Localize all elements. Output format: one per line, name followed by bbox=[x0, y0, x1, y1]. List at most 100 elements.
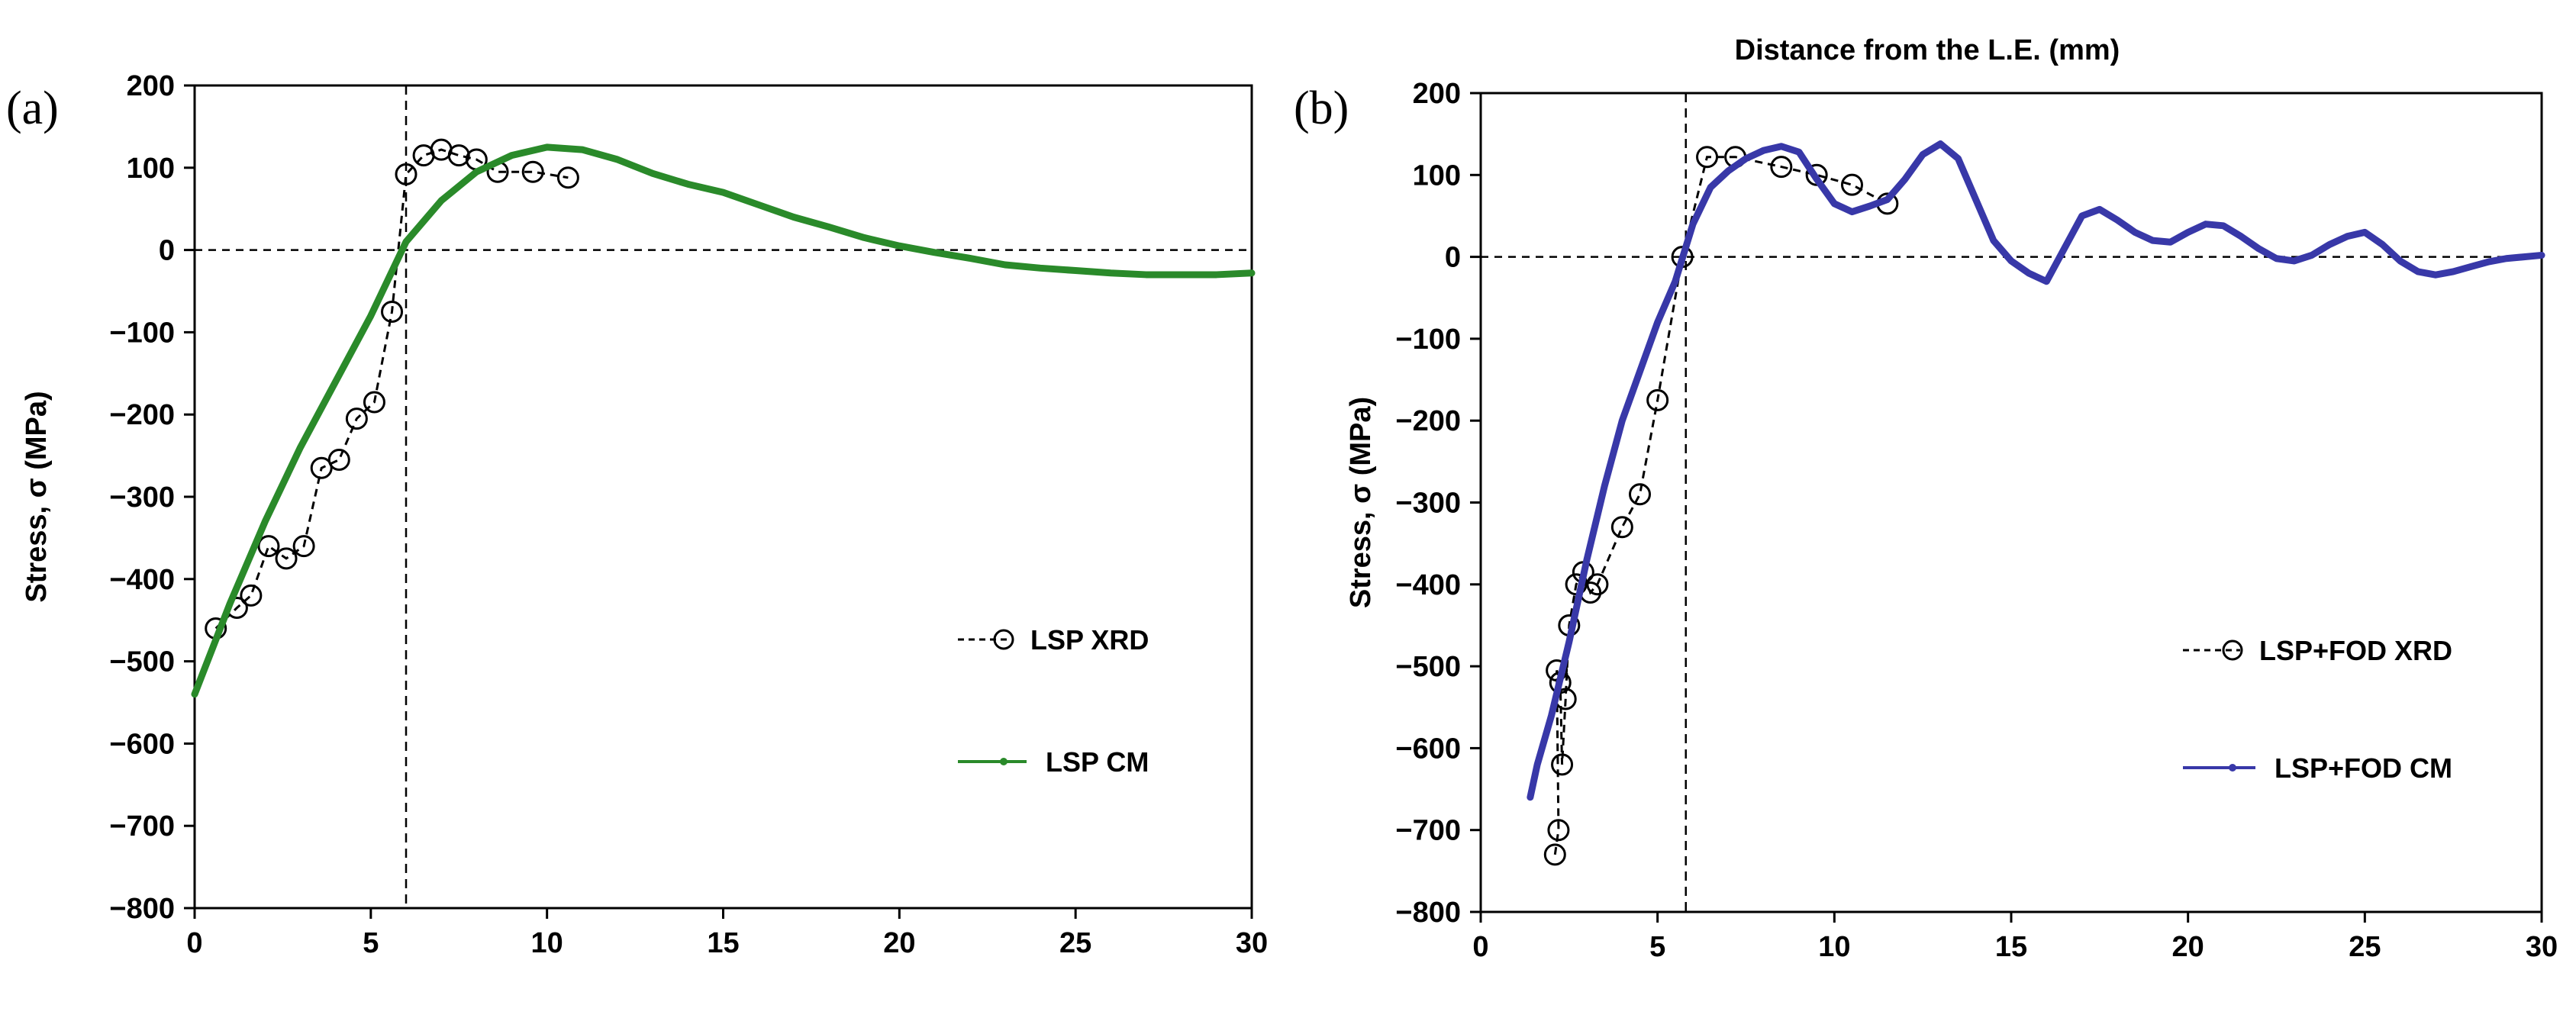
data-point-cm bbox=[2344, 233, 2351, 240]
data-point-cm bbox=[1654, 319, 1661, 326]
data-point-cm bbox=[1849, 208, 1855, 215]
y-tick-label: −100 bbox=[109, 317, 175, 349]
series-line-cm bbox=[1527, 140, 2545, 801]
data-point-xrd bbox=[327, 448, 350, 471]
legend-xrd-label: LSP+FOD XRD bbox=[2259, 635, 2452, 666]
y-tick-label: −300 bbox=[109, 482, 175, 514]
panel-label: (b) bbox=[1294, 82, 1349, 134]
data-point-xrd bbox=[1547, 819, 1570, 842]
data-point-cm bbox=[2520, 253, 2527, 260]
data-point-cm bbox=[1672, 278, 1678, 285]
data-point-cm bbox=[1725, 167, 1732, 174]
data-point-cm bbox=[1565, 638, 1572, 645]
data-point-xrd bbox=[292, 535, 315, 558]
data-point-cm bbox=[543, 143, 550, 150]
data-point-cm bbox=[192, 691, 198, 697]
x-tick-label: 20 bbox=[883, 927, 915, 959]
x-tick-label: 25 bbox=[2349, 931, 2381, 963]
data-point-xrd bbox=[1543, 843, 1566, 866]
data-point-cm bbox=[1707, 184, 1714, 191]
data-point-cm bbox=[2273, 255, 2280, 262]
y-axis-title: Stress, σ (MPa) bbox=[21, 391, 53, 602]
data-point-cm bbox=[2362, 229, 2368, 236]
panel-a-chart: 200 100 0 −100 −200 −300 −400 −500 −600 −700 −800 0… bbox=[6, 70, 1268, 959]
data-point-xrd bbox=[240, 584, 263, 607]
data-point-cm bbox=[1760, 147, 1767, 154]
data-point-xrd bbox=[257, 535, 280, 558]
data-point-cm bbox=[508, 152, 515, 159]
data-point-cm bbox=[861, 234, 868, 241]
data-point-cm bbox=[2132, 229, 2139, 236]
y-tick-label: −700 bbox=[109, 810, 175, 842]
x-tick-label: 0 bbox=[186, 927, 202, 959]
y-tick-label: −400 bbox=[109, 564, 175, 596]
x-tick-label: 0 bbox=[1472, 931, 1488, 963]
panel-b-chart: 200 100 0 −100 −200 −300 −400 −500 −600 −700 −800 0… bbox=[1294, 34, 2558, 963]
data-point-cm bbox=[579, 147, 585, 153]
data-point-cm bbox=[2450, 268, 2457, 275]
data-point-cm bbox=[1072, 267, 1079, 274]
y-tick-label: −600 bbox=[109, 728, 175, 760]
x-tick-label: 5 bbox=[363, 927, 379, 959]
data-point-cm bbox=[896, 243, 903, 250]
data-point-cm bbox=[2096, 206, 2103, 213]
data-point-xrd bbox=[1841, 173, 1863, 196]
data-point-cm bbox=[931, 249, 938, 256]
data-point-cm bbox=[1548, 712, 1555, 719]
legend-xrd-marker bbox=[2222, 639, 2243, 661]
y-tick-label: −500 bbox=[109, 646, 175, 678]
data-point-cm bbox=[2308, 252, 2315, 259]
series-line-cm bbox=[191, 143, 1256, 698]
y-tick-label: −600 bbox=[1395, 733, 1461, 765]
y-tick-label: 0 bbox=[1445, 242, 1461, 274]
y-tick-label: −400 bbox=[1395, 569, 1461, 601]
data-point-xrd bbox=[1696, 146, 1719, 169]
data-point-cm bbox=[2291, 257, 2297, 264]
data-point-xrd bbox=[1586, 573, 1609, 596]
y-tick-label: −200 bbox=[109, 399, 175, 431]
data-point-cm bbox=[297, 444, 304, 451]
data-point-cm bbox=[1796, 149, 1802, 156]
data-point-cm bbox=[2043, 278, 2050, 285]
data-point-xrd bbox=[1646, 388, 1669, 411]
data-point-cm bbox=[1743, 155, 1749, 162]
data-point-cm bbox=[790, 214, 797, 221]
legend-cm-label: LSP+FOD CM bbox=[2275, 752, 2452, 784]
data-point-cm bbox=[1937, 140, 1944, 147]
y-tick-label: −700 bbox=[1395, 815, 1461, 847]
data-point-cm bbox=[1107, 269, 1114, 276]
legend-xrd-marker bbox=[993, 629, 1014, 650]
x-tick-label: 15 bbox=[707, 927, 739, 959]
data-point-xrd bbox=[1629, 483, 1651, 506]
data-point-xrd bbox=[447, 144, 470, 167]
data-point-cm bbox=[1690, 221, 1696, 227]
data-point-cm bbox=[685, 181, 692, 188]
x-tick-label: 30 bbox=[2526, 931, 2558, 963]
data-point-xrd bbox=[521, 160, 544, 183]
data-point-xrd bbox=[345, 408, 368, 430]
x-tick-label: 10 bbox=[1818, 931, 1850, 963]
data-point-cm bbox=[332, 379, 339, 385]
x-tick-label: 30 bbox=[1236, 927, 1268, 959]
data-point-xrd bbox=[395, 163, 418, 185]
y-tick-label: 200 bbox=[1413, 78, 1461, 110]
panel-label: (a) bbox=[6, 82, 59, 134]
data-point-cm bbox=[1831, 200, 1838, 207]
data-point-cm bbox=[1584, 556, 1590, 563]
data-point-cm bbox=[2220, 222, 2226, 229]
data-point-cm bbox=[262, 518, 269, 525]
plot-frame bbox=[1479, 92, 2543, 913]
data-point-cm bbox=[1143, 271, 1149, 278]
data-point-cm bbox=[1178, 271, 1185, 278]
data-point-cm bbox=[1527, 794, 1533, 801]
data-point-cm bbox=[2433, 272, 2439, 279]
data-point-cm bbox=[2485, 259, 2492, 266]
x-tick-label: 5 bbox=[1649, 931, 1665, 963]
data-point-cm bbox=[2026, 270, 2033, 277]
x-tick-label: 10 bbox=[531, 927, 563, 959]
data-point-cm bbox=[2468, 263, 2474, 270]
data-point-cm bbox=[755, 201, 762, 208]
data-point-cm bbox=[2238, 233, 2245, 240]
data-point-cm bbox=[1778, 143, 1785, 150]
data-point-cm bbox=[403, 238, 409, 245]
